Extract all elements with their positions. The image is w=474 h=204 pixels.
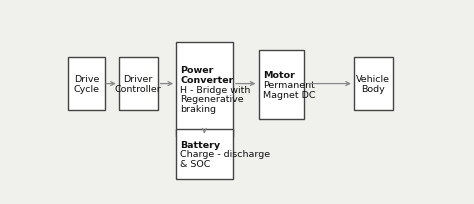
Text: Body: Body — [362, 85, 385, 93]
Text: Battery: Battery — [180, 140, 220, 149]
Text: Power: Power — [180, 66, 214, 75]
Bar — [258, 50, 304, 120]
Text: braking: braking — [180, 105, 216, 114]
Text: Permanent: Permanent — [263, 80, 315, 89]
Text: Vehicle: Vehicle — [356, 75, 390, 84]
Text: Drive: Drive — [74, 75, 100, 84]
Text: H - Bridge with: H - Bridge with — [180, 85, 251, 94]
Bar — [176, 43, 233, 137]
Bar — [119, 58, 157, 111]
Text: Charge - discharge: Charge - discharge — [180, 150, 270, 159]
Bar — [354, 58, 392, 111]
Text: Cycle: Cycle — [74, 85, 100, 93]
Text: & SOC: & SOC — [180, 159, 210, 168]
Text: Converter: Converter — [180, 75, 234, 84]
Text: Magnet DC: Magnet DC — [263, 90, 315, 99]
Text: Regenerative: Regenerative — [180, 95, 244, 104]
Bar — [68, 58, 105, 111]
Text: Motor: Motor — [263, 71, 295, 80]
Bar — [176, 129, 233, 179]
Text: Controller: Controller — [115, 85, 162, 93]
Text: Driver: Driver — [124, 75, 153, 84]
